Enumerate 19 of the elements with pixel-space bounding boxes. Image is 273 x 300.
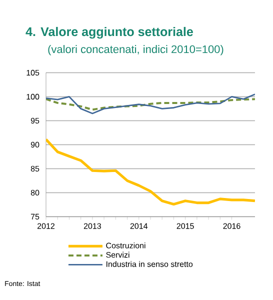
y-tick-label: 90 xyxy=(30,142,40,148)
line-series xyxy=(46,138,255,206)
y-tick-label: 75 xyxy=(30,214,40,220)
legend-label: Costruzioni xyxy=(106,242,146,248)
legend-label: Industria in senso stretto xyxy=(106,261,193,267)
chart-subtitle: (valori concatenati, indici 2010=100) xyxy=(48,45,224,56)
x-tick-label: 2014 xyxy=(130,223,148,229)
x-tick-label: 2015 xyxy=(176,223,194,229)
y-tick-label: 95 xyxy=(30,118,40,124)
x-tick-label: 2016 xyxy=(223,223,240,229)
x-tick-label: 2013 xyxy=(84,223,101,229)
y-tick-label: 80 xyxy=(30,190,40,196)
y-tick-label: 105 xyxy=(26,70,40,76)
x-tick-label: 2012 xyxy=(38,223,54,229)
line-series xyxy=(46,94,255,114)
chart-title: 4. Valore aggiunto settoriale xyxy=(26,26,193,39)
y-tick-label: 100 xyxy=(26,94,40,100)
legend-label: Servizi xyxy=(106,252,130,258)
y-tick-label: 85 xyxy=(30,166,40,172)
